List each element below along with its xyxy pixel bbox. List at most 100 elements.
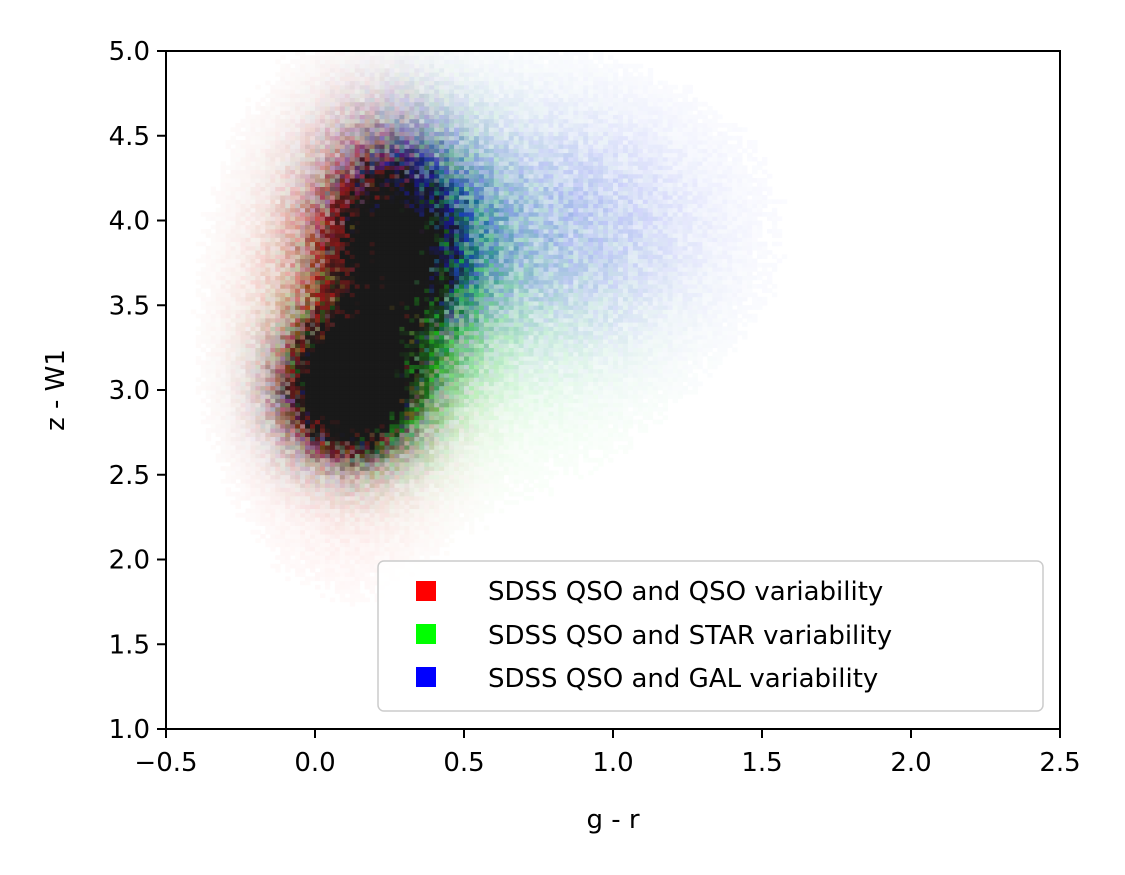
heatmap-cell <box>419 186 425 192</box>
heatmap-cell <box>280 546 286 552</box>
heatmap-cell <box>419 156 425 162</box>
heatmap-cell <box>384 212 390 217</box>
heatmap-cell <box>275 368 281 374</box>
heatmap-cell <box>414 317 420 323</box>
heatmap-cell <box>195 343 202 349</box>
heatmap-cell <box>334 347 341 353</box>
heatmap-cell <box>339 262 346 268</box>
heatmap-cell <box>230 411 236 416</box>
heatmap-cell <box>354 59 361 65</box>
heatmap-cell <box>329 135 336 141</box>
heatmap-cell <box>369 284 375 289</box>
heatmap-cell <box>409 72 415 77</box>
heatmap-cell <box>265 195 271 200</box>
heatmap-cell <box>419 207 425 213</box>
heatmap-cell <box>389 517 395 522</box>
heatmap-cell <box>280 432 286 438</box>
heatmap-cell <box>409 330 415 336</box>
heatmap-cell <box>334 123 341 128</box>
heatmap-cell <box>409 97 415 103</box>
heatmap-cell <box>250 148 256 154</box>
heatmap-cell <box>319 275 326 281</box>
heatmap-cell <box>230 390 236 395</box>
heatmap-cell <box>280 152 286 158</box>
heatmap-cell <box>275 373 281 378</box>
heatmap-cell <box>414 373 420 378</box>
heatmap-cell <box>369 373 375 378</box>
heatmap-cell <box>245 173 251 179</box>
heatmap-cell <box>265 127 271 132</box>
heatmap-cell <box>235 148 241 154</box>
heatmap-cell <box>215 288 222 293</box>
heatmap-cell <box>379 267 385 272</box>
heatmap-cell <box>409 80 415 86</box>
heatmap-cell <box>300 377 306 382</box>
heatmap-cell <box>414 390 420 395</box>
heatmap-cell <box>354 139 361 145</box>
heatmap-cell <box>329 284 336 289</box>
heatmap-cell <box>250 207 256 213</box>
heatmap-cell <box>235 317 241 323</box>
heatmap-cell <box>290 322 296 327</box>
heatmap-cell <box>310 63 316 69</box>
heatmap-cell <box>404 114 410 120</box>
heatmap-cell <box>354 118 361 124</box>
heatmap-cell <box>364 271 371 276</box>
heatmap-cell <box>260 474 266 480</box>
heatmap-cell <box>300 551 306 556</box>
heatmap-cell <box>334 161 341 166</box>
heatmap-cell <box>315 572 321 577</box>
heatmap-cell <box>319 301 326 306</box>
heatmap-cell <box>260 250 266 255</box>
heatmap-cell <box>419 123 425 128</box>
heatmap-cell <box>205 313 212 319</box>
heatmap-cell <box>319 258 326 264</box>
heatmap-cell <box>250 296 256 302</box>
heatmap-cell <box>270 406 276 412</box>
heatmap-cell <box>414 165 420 171</box>
heatmap-cell <box>275 385 281 391</box>
heatmap-cell <box>399 195 405 200</box>
heatmap-cell <box>300 190 306 196</box>
heatmap-cell <box>364 508 371 514</box>
heatmap-cell <box>384 271 390 276</box>
heatmap-cell <box>270 364 276 370</box>
heatmap-cell <box>310 445 316 450</box>
heatmap-cell <box>215 224 222 230</box>
heatmap-cell <box>354 224 361 230</box>
heatmap-cell <box>379 483 385 488</box>
heatmap-cell <box>384 67 390 73</box>
heatmap-cell <box>260 186 266 192</box>
heatmap-cell <box>324 317 331 323</box>
heatmap-cell <box>305 228 311 234</box>
heatmap-cell <box>265 373 271 378</box>
heatmap-cell <box>220 360 226 365</box>
heatmap-cell <box>419 97 425 103</box>
heatmap-cell <box>235 296 241 302</box>
heatmap-cell <box>349 288 356 293</box>
heatmap-cell <box>349 305 356 310</box>
heatmap-cell <box>359 178 366 183</box>
heatmap-cell <box>349 195 356 200</box>
heatmap-cell <box>374 72 380 77</box>
heatmap-cell <box>379 381 385 387</box>
heatmap-cell <box>270 275 276 281</box>
heatmap-cell <box>419 377 425 382</box>
heatmap-cell <box>389 237 395 243</box>
heatmap-cell <box>349 334 356 340</box>
heatmap-cell <box>364 301 371 306</box>
heatmap-cell <box>394 76 400 82</box>
heatmap-cell <box>300 542 306 548</box>
heatmap-cell <box>210 250 217 255</box>
heatmap-cell <box>414 457 420 463</box>
heatmap-cell <box>374 156 380 162</box>
heatmap-cell <box>339 80 346 86</box>
heatmap-cell <box>324 216 331 221</box>
heatmap-cell <box>329 351 336 357</box>
heatmap-cell <box>409 212 415 217</box>
heatmap-cell <box>305 296 311 302</box>
heatmap-cell <box>354 593 361 599</box>
heatmap-cell <box>364 584 371 590</box>
heatmap-cell <box>235 330 241 336</box>
heatmap-cell <box>334 139 341 145</box>
